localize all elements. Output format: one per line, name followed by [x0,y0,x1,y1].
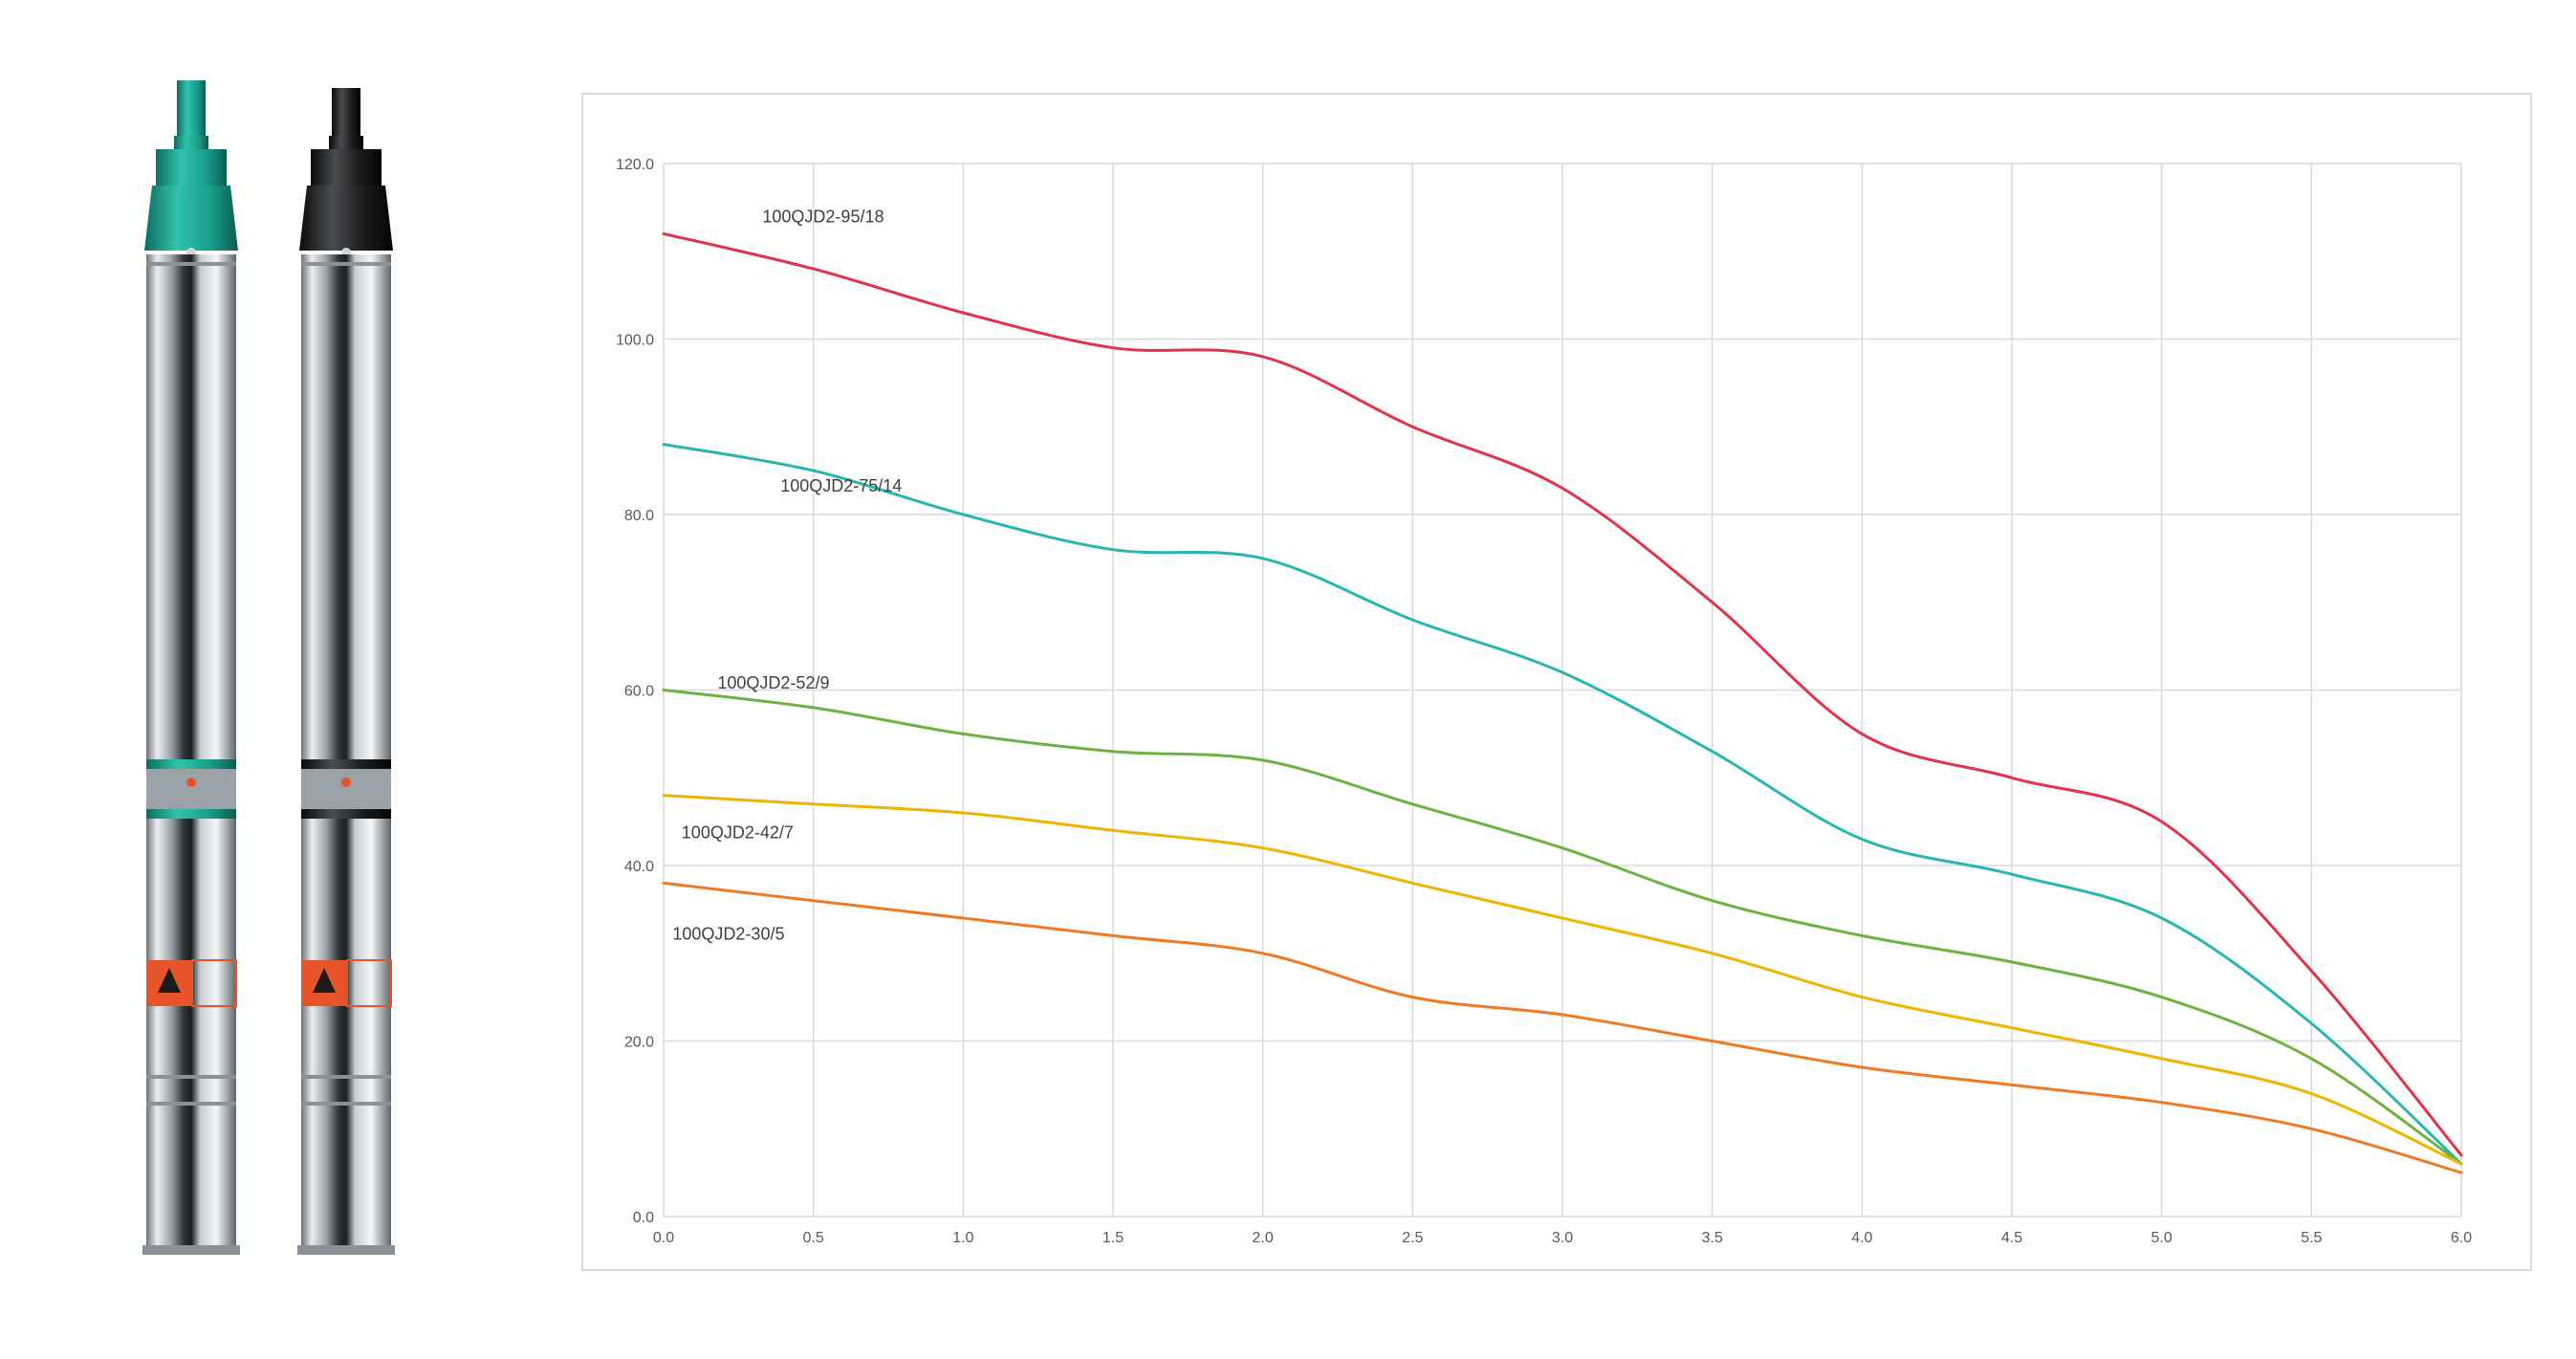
y-tick-label: 40.0 [624,859,654,875]
x-tick-label: 2.5 [1402,1230,1423,1246]
x-tick-label: 3.5 [1702,1230,1723,1246]
series-line-0 [662,231,2463,1157]
x-tick-label: 2.0 [1253,1230,1274,1246]
pump-black-drawing [297,88,395,1255]
product-images [0,0,535,1359]
series-label: 100QJD2-30/5 [672,924,784,943]
series-label: 100QJD2-95/18 [762,208,884,227]
y-tick-label: 100.0 [616,333,654,349]
x-tick-label: 4.0 [1851,1230,1872,1246]
series-labels: 100QJD2-95/18 100QJD2-75/14 100QJD2-52/9 10… [672,208,902,944]
y-tick-label: 80.0 [624,508,654,524]
series-label: 100QJD2-52/9 [717,673,829,692]
series-label: 100QJD2-75/14 [780,476,902,495]
x-tick-label: 0.5 [803,1230,824,1246]
series-line-3 [662,794,2463,1166]
series-label: 100QJD2-42/7 [682,823,794,843]
x-tick-label: 4.5 [2001,1230,2022,1246]
x-tick-label: 6.0 [2451,1230,2472,1246]
x-tick-label: 3.0 [1552,1230,1573,1246]
series-line-2 [662,689,2463,1166]
series-line-1 [662,443,2463,1166]
x-tick-label: 5.5 [2301,1230,2322,1246]
x-tick-label: 0.0 [653,1230,674,1246]
y-tick-label: 60.0 [624,684,654,700]
series-line-4 [662,881,2463,1174]
pump-teal-drawing [142,80,240,1255]
grid [663,163,2462,1217]
series-lines [662,231,2463,1174]
performance-chart: 0.0 20.0 40.0 60.0 80.0 100.0 120.0 0.0 0.5 1.0 1.… [616,157,2472,1246]
x-tick-label: 1.5 [1102,1230,1124,1246]
axis-ticks: 0.0 20.0 40.0 60.0 80.0 100.0 120.0 0.0 0.5 1.0 1.… [616,157,2472,1246]
y-tick-label: 120.0 [616,157,654,173]
pump-teal-image [139,80,244,1266]
chart-frame: 0.0 20.0 40.0 60.0 80.0 100.0 120.0 0.0 0.5 1.0 1.… [581,93,2532,1271]
y-tick-label: 0.0 [633,1210,654,1226]
x-tick-label: 1.0 [952,1230,973,1246]
x-tick-label: 5.0 [2151,1230,2172,1246]
y-tick-label: 20.0 [624,1035,654,1051]
pump-black-image [294,80,399,1266]
